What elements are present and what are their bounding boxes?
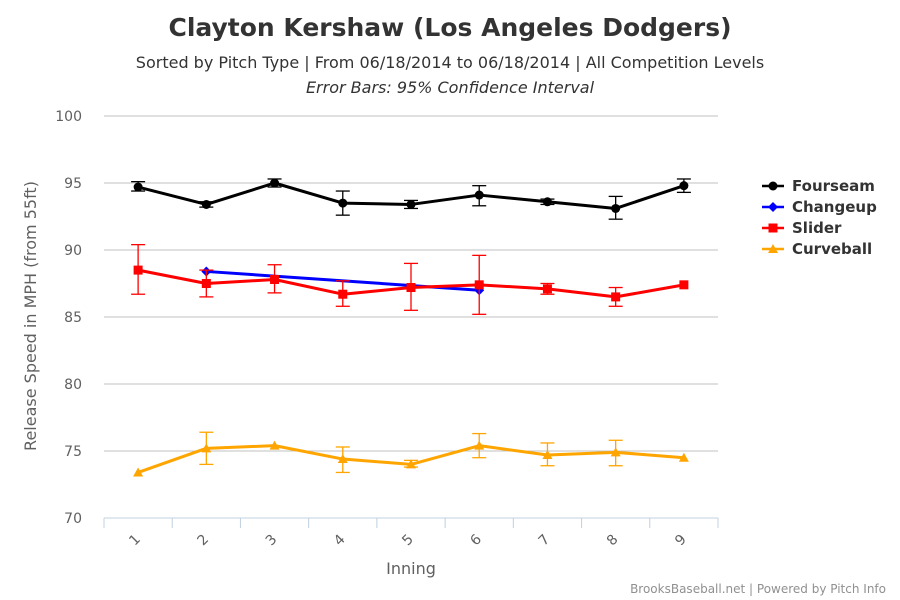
- curveball-point: [542, 450, 553, 460]
- slider-point: [133, 265, 143, 275]
- x-axis-title: Inning: [386, 559, 436, 578]
- chart-subtitle-error-bars: Error Bars: 95% Confidence Interval: [306, 78, 595, 97]
- x-tick-label: 9: [672, 532, 690, 550]
- axis-layer: 70 75 80 85 90 95 100 1 2 3 4 5 6 7 8 9: [55, 109, 719, 550]
- x-tick-label: 7: [536, 532, 554, 550]
- fourseam-point: [679, 181, 689, 191]
- x-tick-label: 8: [604, 532, 622, 550]
- curveball-point: [133, 467, 144, 477]
- legend-swatch-marker: [768, 202, 778, 212]
- x-tick-label: 6: [467, 531, 485, 549]
- y-tick-label: 85: [64, 310, 82, 326]
- legend-swatch-marker: [768, 181, 778, 191]
- fourseam-point: [270, 178, 280, 188]
- fourseam-point: [201, 199, 211, 209]
- x-tick-label: 2: [195, 532, 213, 550]
- x-tick-label: 4: [331, 531, 349, 549]
- curveball-point: [678, 452, 689, 462]
- curveball-point: [474, 440, 485, 450]
- credits[interactable]: BrooksBaseball.net | Powered by Pitch In…: [630, 582, 886, 596]
- slider-point: [270, 274, 280, 284]
- y-tick-label: 90: [64, 243, 82, 259]
- slider-point: [679, 280, 689, 290]
- chart-title: Clayton Kershaw (Los Angeles Dodgers): [168, 13, 731, 42]
- legend-label: Changeup: [792, 198, 877, 216]
- chart-subtitle: Sorted by Pitch Type | From 06/18/2014 t…: [136, 53, 764, 72]
- slider-point: [201, 279, 211, 288]
- legend-label: Curveball: [792, 240, 872, 258]
- curveball-point: [269, 440, 280, 450]
- slider-point: [611, 292, 621, 302]
- legend-swatch-marker: [768, 223, 778, 233]
- x-tick-label: 5: [399, 532, 417, 550]
- y-tick-label: 80: [64, 377, 82, 393]
- slider-point: [542, 284, 552, 294]
- series-curveball: [133, 431, 689, 477]
- y-axis-title: Release Speed in MPH (from 55ft): [21, 181, 40, 451]
- curveball-point: [337, 454, 348, 464]
- curveball-point: [201, 443, 212, 453]
- legend-item-fourseam[interactable]: Fourseam: [762, 177, 875, 195]
- legend[interactable]: Fourseam Changeup Slider Curveball: [762, 177, 877, 258]
- y-tick-label: 95: [64, 176, 82, 192]
- legend-label: Slider: [792, 219, 842, 237]
- x-tick-label: 1: [126, 532, 144, 550]
- fourseam-point: [406, 199, 416, 209]
- slider-point: [474, 280, 484, 290]
- fourseam-point: [542, 197, 552, 207]
- series-fourseam: [131, 178, 691, 220]
- y-tick-label: 100: [55, 109, 82, 125]
- fourseam-point: [474, 190, 484, 200]
- series-layer: [131, 178, 691, 477]
- curveball-line: [137, 444, 685, 474]
- legend-item-slider[interactable]: Slider: [762, 219, 842, 237]
- fourseam-point: [133, 182, 143, 192]
- legend-swatch-marker: [768, 244, 778, 253]
- y-tick-label: 75: [64, 444, 82, 460]
- curveball-point: [610, 447, 621, 457]
- y-tick-label: 70: [64, 511, 82, 527]
- series-slider: [131, 243, 689, 315]
- fourseam-point: [611, 203, 621, 213]
- legend-label: Fourseam: [792, 177, 875, 195]
- curveball-point: [406, 459, 416, 469]
- slider-point: [338, 289, 348, 299]
- fourseam-point: [338, 198, 348, 208]
- legend-item-curveball[interactable]: Curveball: [762, 240, 872, 258]
- x-tick-label: 3: [263, 532, 281, 550]
- slider-point: [406, 283, 416, 293]
- legend-item-changeup[interactable]: Changeup: [762, 198, 877, 216]
